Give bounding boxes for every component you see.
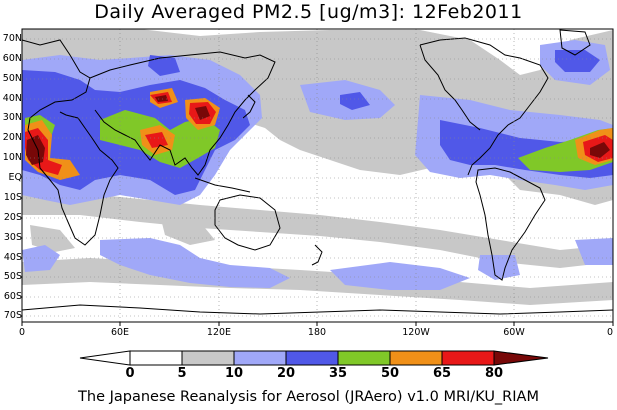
lat-label-20n: 20N [2,132,22,143]
coastlines [21,29,614,315]
colorbar [79,350,549,366]
graticule [22,29,613,322]
colorbar-right-arrow [493,350,549,366]
colorbar-segment-10-20 [233,350,287,366]
colorbar-label-10: 10 [224,366,244,381]
colorbar-label-0: 0 [125,366,135,381]
footer-credit: The Japanese Reanalysis for Aerosol (JRA… [78,389,539,405]
lon-label-0-left: 0 [18,327,26,338]
colorbar-label-50: 50 [380,366,400,381]
lat-label-10s: 10S [3,192,22,203]
colorbar-label-35: 35 [328,366,348,381]
colorbar-segment-65-80 [441,350,495,366]
lon-label-120w: 120W [402,327,430,338]
lat-label-10n: 10N [2,152,22,163]
lon-label-60w: 60W [503,327,525,338]
lat-label-40s: 40S [3,252,22,263]
lat-label-50n: 50N [2,73,22,84]
lat-label-60n: 60N [2,53,22,64]
lon-label-180: 180 [307,327,327,338]
colorbar-segment-35-50 [337,350,391,366]
pm25-field-darkred [26,95,610,165]
colorbar-segment-0-5 [129,350,183,366]
colorbar-label-65: 65 [432,366,452,381]
colorbar-segment-50-65 [389,350,443,366]
lon-label-60e: 60E [110,327,130,338]
lat-label-60s: 60S [3,291,22,302]
lat-label-50s: 50S [3,271,22,282]
lon-label-120e: 120E [206,327,232,338]
colorbar-left-arrow [79,350,131,366]
lon-label-0-right: 0 [606,327,614,338]
axis-ticks [21,322,614,326]
lat-label-40n: 40N [2,93,22,104]
colorbar-segment-20-35 [285,350,339,366]
colorbar-segment-5-10 [181,350,235,366]
lat-label-20s: 20S [3,212,22,223]
colorbar-label-20: 20 [276,366,296,381]
lat-label-30s: 30S [3,232,22,243]
lat-label-70s: 70S [3,310,22,321]
colorbar-label-80: 80 [484,366,504,381]
lat-label-eq: EQ [8,172,22,183]
colorbar-label-5: 5 [177,366,187,381]
lat-label-70n: 70N [2,33,22,44]
lat-label-30n: 30N [2,112,22,123]
map-title: Daily Averaged PM2.5 [ug/m3]: 12Feb2011 [94,1,523,23]
